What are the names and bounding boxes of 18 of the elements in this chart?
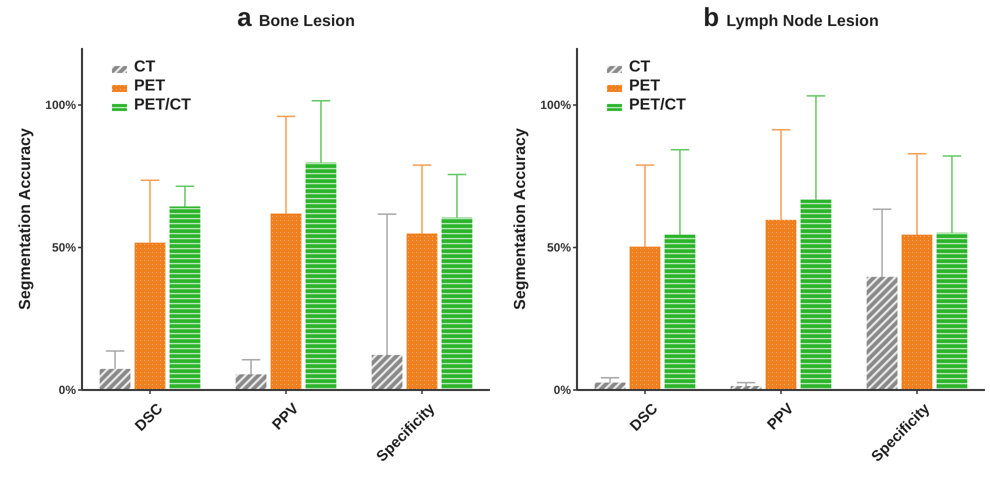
text: a: [237, 2, 259, 32]
legend-label: PET/CT: [629, 96, 686, 114]
y-tick-label: 100%: [540, 98, 572, 112]
chart-title: Bone Lesion: [258, 13, 355, 30]
y-tick-label: 0%: [554, 383, 572, 398]
y-tick-label: 0%: [58, 383, 76, 398]
y-tick-label: 50%: [52, 240, 76, 255]
legend-label: PET: [629, 78, 660, 95]
y-axis-title: Segmentation Accuracy: [512, 128, 529, 310]
legend-label: PET: [134, 78, 166, 95]
chart-title: Lymph Node Lesion: [726, 13, 879, 30]
y-axis-title: Segmentation Accuracy: [17, 128, 34, 310]
text: b: [703, 2, 726, 32]
legend-label: CT: [629, 58, 651, 76]
y-tick-label: 50%: [546, 240, 572, 255]
y-tick-label: 100%: [45, 98, 76, 112]
legend-label: CT: [134, 58, 156, 76]
legend-label: PET/CT: [134, 96, 192, 114]
